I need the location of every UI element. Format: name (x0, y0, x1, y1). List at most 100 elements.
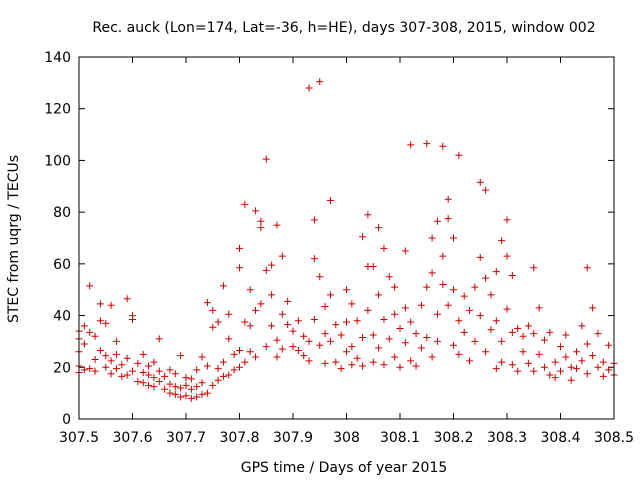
data-point (262, 266, 270, 274)
data-point (476, 312, 484, 320)
data-point (278, 252, 286, 260)
data-point (359, 233, 367, 241)
data-point (273, 353, 281, 361)
data-point (396, 325, 404, 332)
data-point (198, 390, 206, 398)
data-point (412, 362, 420, 370)
data-point (321, 303, 329, 311)
data-point (359, 362, 367, 370)
data-point (498, 237, 506, 245)
data-point (444, 215, 452, 223)
data-point (225, 371, 233, 379)
data-point (86, 328, 94, 336)
x-tick-label: 308.2 (433, 430, 473, 446)
data-point (503, 305, 511, 313)
data-point (540, 336, 548, 344)
data-point (530, 330, 538, 338)
data-point (203, 299, 211, 307)
data-point (337, 331, 345, 339)
data-point (594, 330, 602, 338)
y-tick-label: 0 (62, 412, 71, 428)
data-point (171, 390, 179, 398)
data-point (145, 362, 153, 370)
x-tick-label: 308 (333, 430, 360, 446)
data-point (583, 340, 591, 348)
data-point (80, 366, 88, 374)
data-point (407, 357, 415, 365)
data-point (236, 244, 243, 252)
data-point (252, 306, 260, 314)
data-point (198, 353, 206, 361)
data-point (385, 335, 393, 343)
data-point (246, 286, 254, 294)
data-point (252, 207, 260, 215)
data-point (219, 372, 227, 380)
data-point (369, 358, 377, 366)
data-point (112, 365, 120, 373)
data-point (177, 352, 185, 360)
data-point (492, 268, 500, 276)
data-point (321, 359, 329, 367)
data-point (535, 350, 543, 358)
data-point (530, 367, 538, 375)
data-point (214, 318, 222, 326)
data-point (455, 317, 463, 325)
data-point (428, 234, 436, 242)
data-point (118, 361, 126, 369)
data-point (583, 370, 591, 378)
data-point (166, 389, 174, 397)
data-point (573, 348, 581, 356)
data-point (193, 393, 201, 401)
data-point (498, 337, 506, 345)
data-point (102, 319, 110, 327)
data-point (198, 379, 206, 387)
data-point (594, 363, 602, 371)
data-point (268, 291, 276, 299)
data-point (557, 343, 564, 351)
data-point (482, 186, 490, 194)
data-point (182, 392, 190, 400)
data-point (380, 244, 388, 252)
data-point (209, 306, 217, 314)
x-tick-label: 307.6 (112, 430, 152, 446)
data-point (139, 368, 147, 376)
data-point (492, 365, 500, 373)
data-point (236, 363, 243, 371)
data-point (514, 325, 522, 332)
x-tick-label: 308.1 (380, 430, 420, 446)
data-point (316, 273, 324, 281)
data-point (102, 352, 110, 360)
data-point (150, 383, 158, 391)
data-point (471, 337, 479, 345)
data-point (353, 354, 361, 362)
data-point (375, 344, 383, 352)
data-point (492, 317, 500, 325)
y-tick-label: 80 (53, 205, 71, 221)
data-point (107, 370, 115, 378)
data-point (316, 341, 324, 349)
data-point (476, 178, 484, 186)
data-point (562, 353, 570, 361)
data-point (428, 353, 436, 361)
data-point (273, 336, 281, 344)
data-point (262, 155, 270, 163)
data-point (391, 283, 399, 291)
data-point (252, 353, 260, 361)
data-point (353, 317, 361, 325)
data-point (300, 352, 308, 360)
data-point (123, 295, 131, 303)
data-point (343, 318, 350, 326)
data-point (439, 281, 447, 289)
data-point (508, 271, 516, 279)
data-point (294, 317, 302, 325)
data-point (573, 365, 581, 373)
data-point (86, 282, 94, 290)
data-point (236, 264, 243, 272)
plot-frame (78, 56, 615, 420)
data-point (578, 357, 586, 365)
data-point (91, 332, 99, 340)
data-point (300, 332, 308, 340)
data-point (385, 273, 393, 281)
data-point (86, 365, 94, 373)
data-point (129, 312, 136, 320)
